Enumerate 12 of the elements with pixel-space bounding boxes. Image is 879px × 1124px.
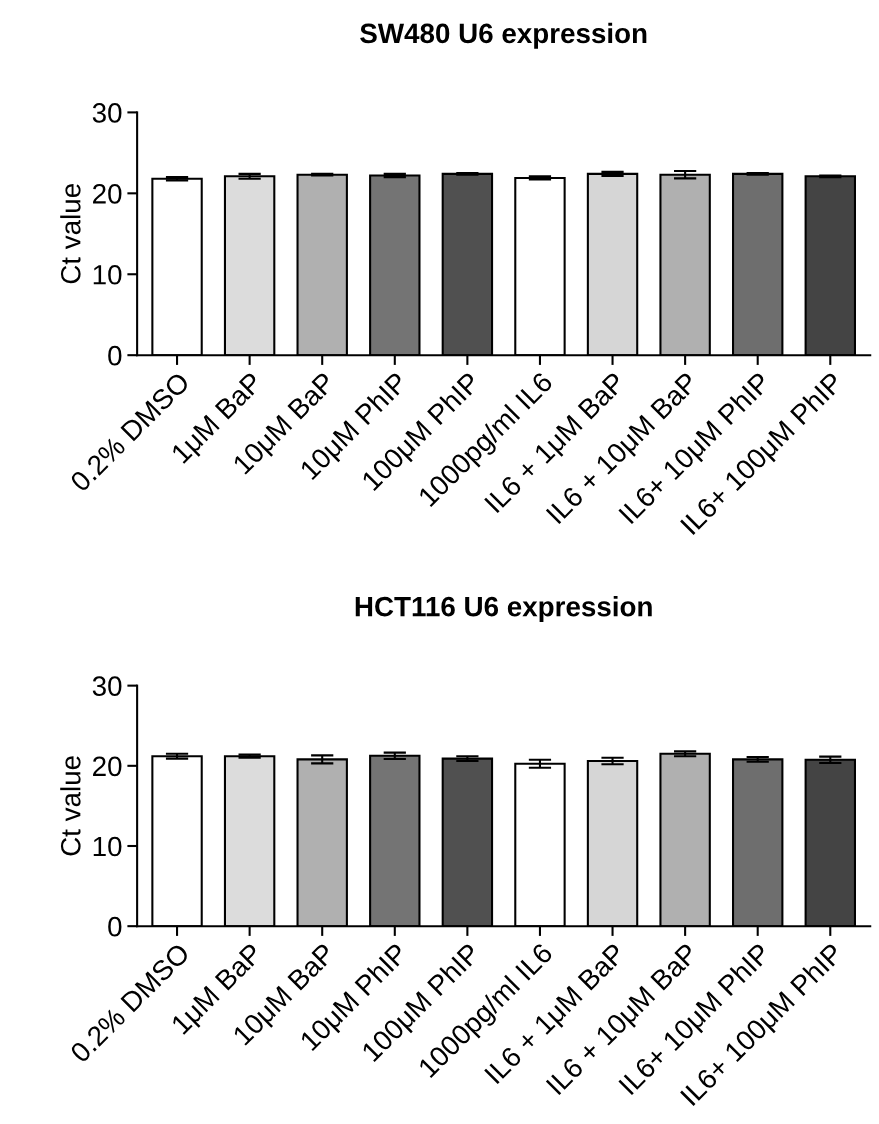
y-tick-label: 20 — [93, 184, 122, 204]
y-tick-label: 20 — [93, 756, 122, 777]
y-tick-label: 10 — [93, 264, 122, 285]
y-axis-title: Ct value — [60, 756, 81, 856]
y-tick-label: 10 — [93, 836, 122, 857]
chart-title: SW480 U6 expression — [360, 22, 647, 49]
y-tick-label: 30 — [92, 103, 122, 123]
y-tick-label: 30 — [92, 676, 122, 696]
y-tick-label: 0 — [108, 916, 122, 937]
y-tick-label: 0 — [108, 345, 122, 366]
chart-title: HCT116 U6 expression — [355, 596, 652, 622]
y-axis-title: Ct value — [60, 184, 81, 284]
